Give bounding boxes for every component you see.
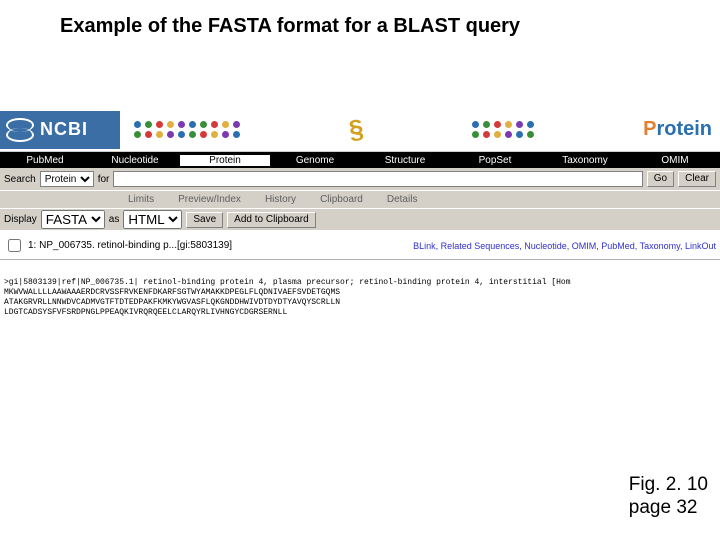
fasta-seq-line: ATAKGRVRLLNNWDVCADMVGTFTDTEDPAKFKMKYWGVA… xyxy=(4,298,340,307)
protein-word: Protein xyxy=(643,118,712,141)
nav-item-genome[interactable]: Genome xyxy=(270,155,360,166)
ncbi-logo-text: NCBI xyxy=(40,119,88,140)
subtab-history[interactable]: History xyxy=(265,194,296,205)
fasta-seq-line: MKWVWALLLLAAWAAAERDCRVSSFRVKENFDKARFSGTW… xyxy=(4,288,340,297)
figure-page: page 32 xyxy=(629,497,708,520)
subtab-clipboard[interactable]: Clipboard xyxy=(320,194,363,205)
fasta-block: >gi|5803139|ref|NP_006735.1| retinol-bin… xyxy=(0,260,720,318)
for-label: for xyxy=(98,174,110,185)
display-bar: Display FASTA as HTML Save Add to Clipbo… xyxy=(0,208,720,230)
search-bar: Search Protein for Go Clear xyxy=(0,168,720,190)
ncbi-logo[interactable]: NCBI xyxy=(0,111,120,149)
result-checkbox[interactable] xyxy=(8,239,21,252)
result-title[interactable]: 1: NP_006735. retinol-binding p...[gi:58… xyxy=(28,240,232,251)
go-button[interactable]: Go xyxy=(647,171,674,187)
search-label: Search xyxy=(4,174,36,185)
slide-title: Example of the FASTA format for a BLAST … xyxy=(0,0,720,38)
clear-button[interactable]: Clear xyxy=(678,171,716,187)
format-select[interactable]: FASTA xyxy=(41,210,105,229)
nav-item-protein[interactable]: Protein xyxy=(180,155,270,166)
figure-number: Fig. 2. 10 xyxy=(629,474,708,497)
nav-item-nucleotide[interactable]: Nucleotide xyxy=(90,155,180,166)
protein-squiggle-icon: § xyxy=(347,113,366,146)
fasta-header: >gi|5803139|ref|NP_006735.1| retinol-bin… xyxy=(4,278,571,287)
nav-item-taxonomy[interactable]: Taxonomy xyxy=(540,155,630,166)
search-input[interactable] xyxy=(113,171,642,187)
subtab-previewindex[interactable]: Preview/Index xyxy=(178,194,241,205)
search-db-select[interactable]: Protein xyxy=(40,171,94,187)
protein-banner: § Protein xyxy=(126,111,720,149)
result-row: 1: NP_006735. retinol-binding p...[gi:58… xyxy=(0,230,720,260)
nav-item-popset[interactable]: PopSet xyxy=(450,155,540,166)
ncbi-app: NCBI § Protein PubMedNucleotideProteinGe… xyxy=(0,108,720,318)
result-links[interactable]: BLink, Related Sequences, Nucleotide, OM… xyxy=(413,241,716,251)
banner-dots-right xyxy=(472,121,534,138)
add-clipboard-button[interactable]: Add to Clipboard xyxy=(227,212,316,228)
nav-bar: PubMedNucleotideProteinGenomeStructurePo… xyxy=(0,152,720,168)
display-label: Display xyxy=(4,214,37,225)
save-button[interactable]: Save xyxy=(186,212,223,228)
protein-suffix: rotein xyxy=(656,118,712,140)
subtabs: Limits Preview/Index History Clipboard Detai… xyxy=(0,190,720,208)
fasta-seq-line: LDGTCADSYSFVFSRDPNGLPPEAQKIVRQRQEELCLARQ… xyxy=(4,308,287,317)
as-select[interactable]: HTML xyxy=(123,210,182,229)
header-row: NCBI § Protein xyxy=(0,108,720,152)
figure-caption: Fig. 2. 10 page 32 xyxy=(629,474,708,520)
nav-item-pubmed[interactable]: PubMed xyxy=(0,155,90,166)
as-label: as xyxy=(109,214,120,225)
subtab-limits[interactable]: Limits xyxy=(128,194,154,205)
nav-item-structure[interactable]: Structure xyxy=(360,155,450,166)
protein-prefix: P xyxy=(643,118,656,140)
nav-item-omim[interactable]: OMIM xyxy=(630,155,720,166)
banner-dots xyxy=(134,121,240,138)
subtab-details[interactable]: Details xyxy=(387,194,418,205)
ncbi-swirl-icon xyxy=(6,116,34,144)
